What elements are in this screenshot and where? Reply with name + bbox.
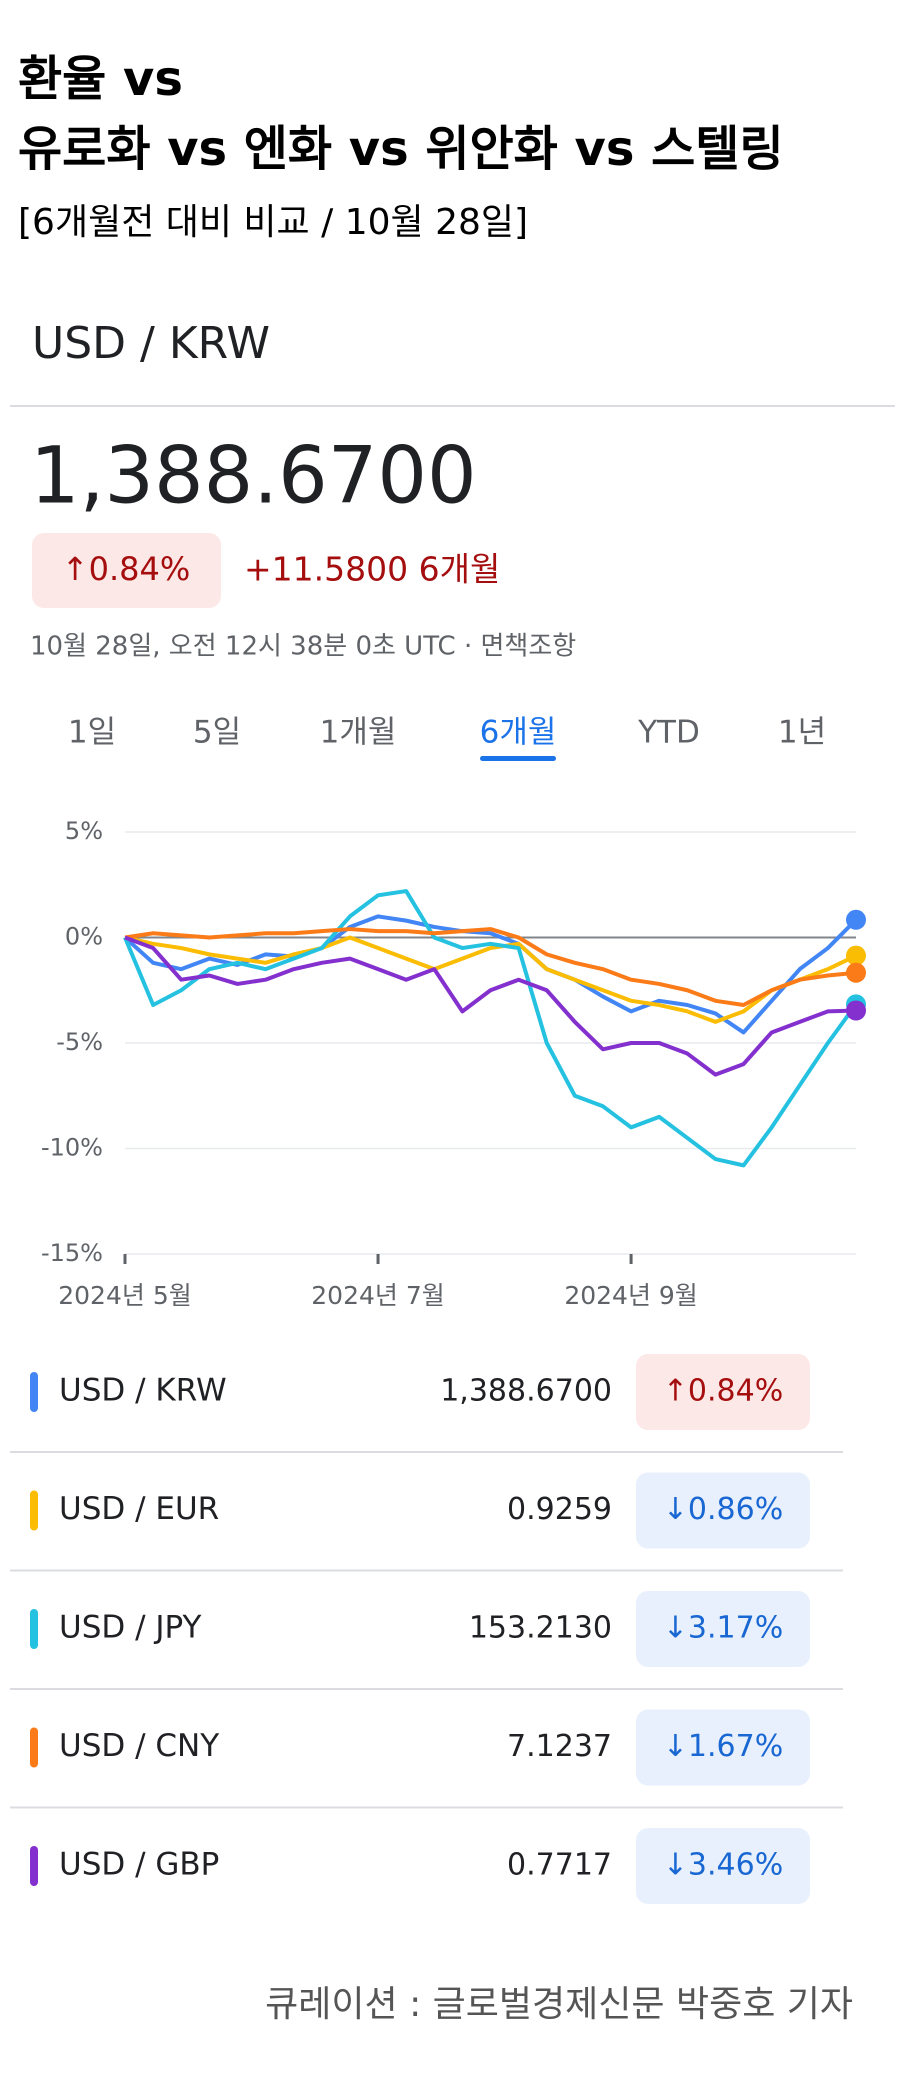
change-abs: +11.5800 6개월 bbox=[244, 550, 500, 589]
tab[interactable]: 1년 bbox=[778, 715, 826, 751]
y-tick-label: -15% bbox=[41, 1239, 103, 1267]
tab[interactable]: 1개월 bbox=[320, 715, 397, 751]
change-badge bbox=[636, 1828, 810, 1904]
y-tick-label: -5% bbox=[56, 1028, 103, 1056]
change-badge bbox=[636, 1472, 810, 1549]
series-line bbox=[124, 927, 857, 1008]
row-name: USD / KRW bbox=[59, 1373, 227, 1409]
tab[interactable]: YTD bbox=[637, 715, 700, 751]
color-bar bbox=[30, 1609, 38, 1649]
row-change: ↓3.17% bbox=[663, 1611, 783, 1646]
title: 유로화 vs 엔화 vs 위안화 vs 스텔링 bbox=[18, 121, 784, 177]
row-name: USD / GBP bbox=[59, 1847, 219, 1883]
change-badge bbox=[636, 1354, 810, 1430]
tab[interactable]: 1일 bbox=[68, 715, 116, 751]
y-tick-label: 5% bbox=[65, 817, 103, 845]
y-tick-label: 0% bbox=[65, 923, 103, 951]
row-change: ↓3.46% bbox=[663, 1848, 783, 1883]
pair: USD / KRW bbox=[32, 318, 270, 369]
end-dot bbox=[846, 962, 866, 983]
row-name: USD / JPY bbox=[59, 1610, 202, 1646]
title: 환율 vs bbox=[18, 51, 183, 107]
row-value: 1,388.6700 bbox=[440, 1374, 612, 1409]
series-line bbox=[124, 935, 857, 1024]
timestamp: 10월 28일, 오전 12시 38분 0초 UTC · 면책조항 bbox=[30, 632, 576, 662]
color-bar bbox=[30, 1372, 38, 1412]
change-badge bbox=[636, 1591, 810, 1667]
row-name: USD / CNY bbox=[59, 1728, 219, 1764]
change-badge bbox=[636, 1709, 810, 1786]
change: ↑0.84% bbox=[62, 550, 190, 588]
x-tick-label: 2024년 7월 bbox=[311, 1281, 444, 1310]
row-change: ↑0.84% bbox=[663, 1374, 783, 1409]
footer: 큐레이션 : 글로벌경제신문 박중호 기자 bbox=[265, 1984, 853, 2025]
end-dot bbox=[846, 909, 866, 930]
row-value: 153.2130 bbox=[469, 1611, 612, 1646]
subtitle: [6개월전 대비 비교 / 10월 28일] bbox=[18, 202, 528, 243]
series-line bbox=[124, 935, 857, 1077]
x-tick-label: 2024년 5월 bbox=[58, 1281, 191, 1310]
tab-underline bbox=[480, 756, 556, 761]
end-dot bbox=[846, 945, 866, 966]
series-line bbox=[123, 889, 858, 1168]
change-badge bbox=[32, 533, 221, 608]
row-value: 0.9259 bbox=[507, 1492, 612, 1527]
row-change: ↓1.67% bbox=[663, 1729, 783, 1764]
color-bar bbox=[30, 1490, 38, 1531]
y-tick-label: -10% bbox=[41, 1134, 103, 1162]
tab[interactable]: 5일 bbox=[193, 715, 241, 751]
end-dot bbox=[846, 1000, 866, 1021]
row-name: USD / EUR bbox=[59, 1491, 219, 1527]
row-value: 0.7717 bbox=[507, 1848, 612, 1883]
row-change: ↓0.86% bbox=[663, 1492, 783, 1527]
color-bar bbox=[30, 1846, 38, 1886]
row-value: 7.1237 bbox=[507, 1729, 612, 1764]
tab[interactable]: 6개월 bbox=[480, 715, 557, 751]
x-tick-label: 2024년 9월 bbox=[564, 1281, 697, 1310]
price: 1,388.6700 bbox=[30, 431, 477, 521]
color-bar bbox=[30, 1727, 38, 1768]
